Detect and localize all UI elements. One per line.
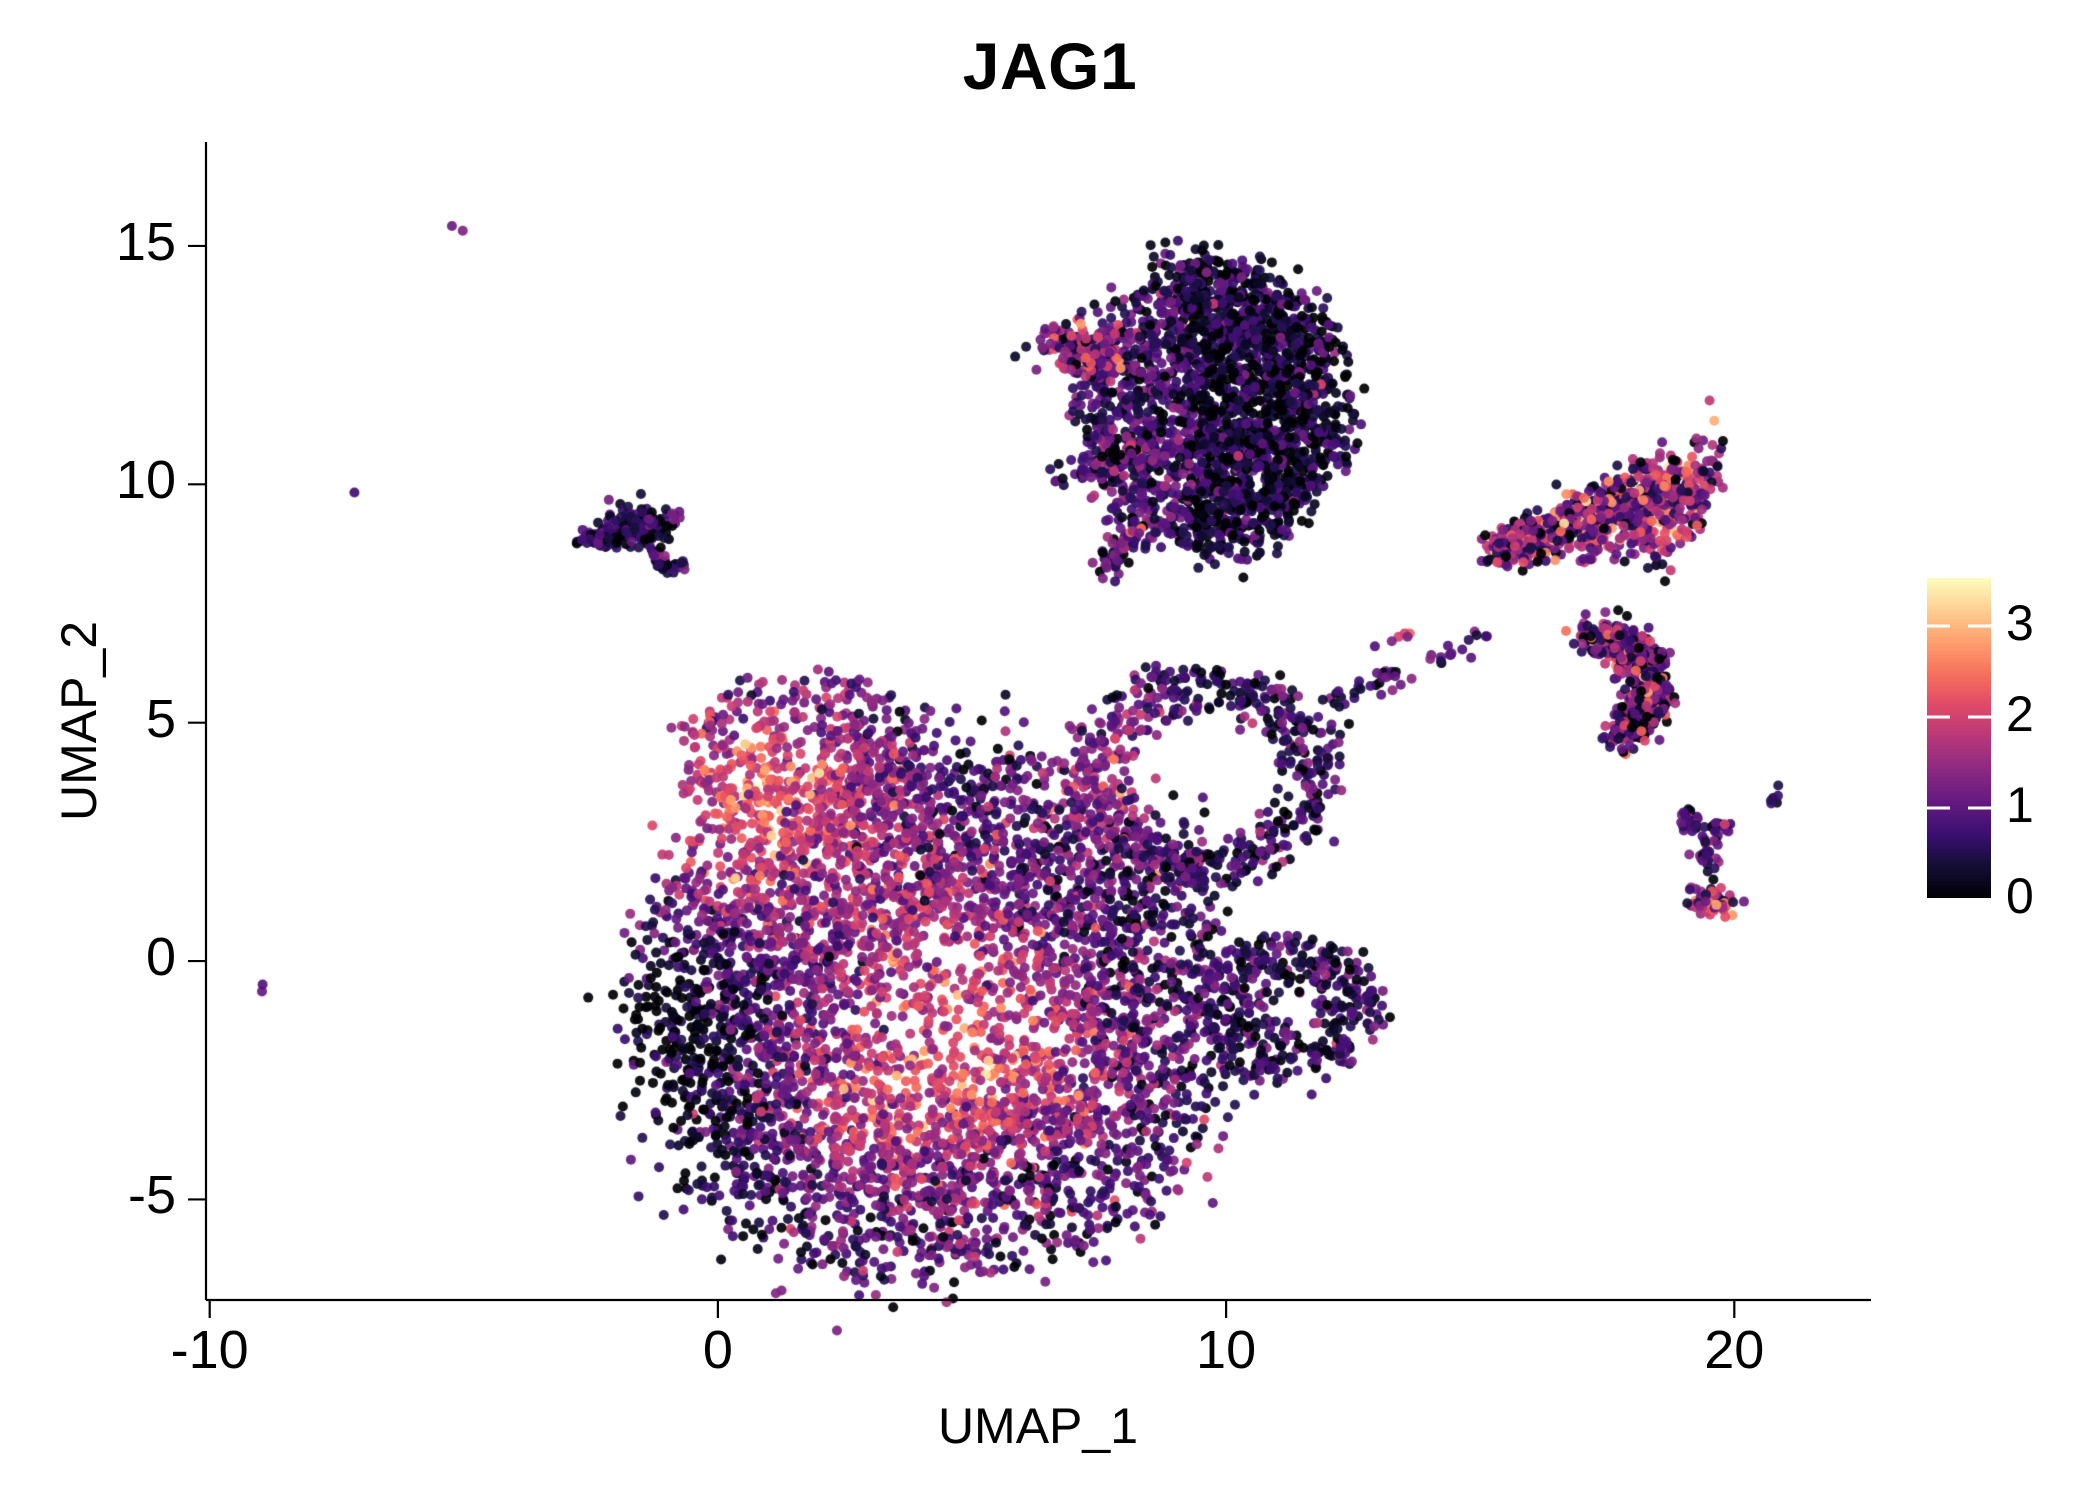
svg-text:3: 3: [2006, 595, 2034, 651]
svg-text:UMAP_2: UMAP_2: [51, 621, 107, 821]
svg-text:10: 10: [116, 450, 176, 510]
svg-text:2: 2: [2006, 686, 2034, 742]
svg-text:0: 0: [703, 1320, 733, 1380]
svg-text:5: 5: [146, 689, 176, 749]
svg-text:0: 0: [2006, 868, 2034, 924]
svg-text:1: 1: [2006, 777, 2034, 833]
svg-text:10: 10: [1196, 1320, 1256, 1380]
svg-text:-10: -10: [171, 1320, 249, 1380]
svg-text:0: 0: [146, 927, 176, 987]
svg-text:-5: -5: [128, 1165, 176, 1225]
svg-text:20: 20: [1704, 1320, 1764, 1380]
svg-text:UMAP_1: UMAP_1: [938, 1398, 1138, 1454]
svg-text:15: 15: [116, 212, 176, 272]
